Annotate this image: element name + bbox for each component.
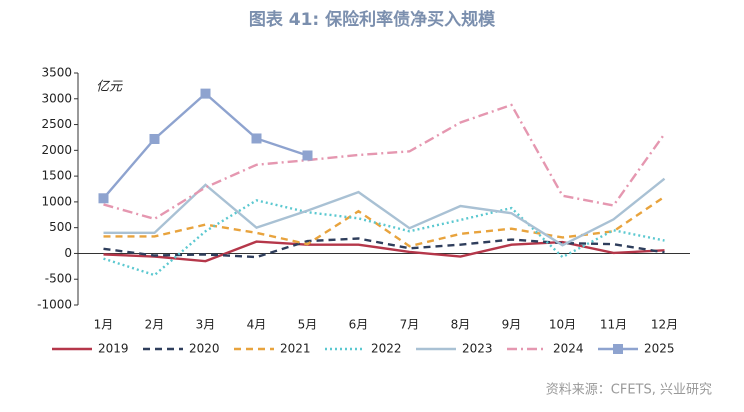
legend-label: 2025 [644,342,675,356]
x-tick-label: 6月 [349,318,369,332]
x-tick-label: 7月 [400,318,420,332]
series-line [103,195,666,248]
marker [98,193,109,204]
y-tick-label: 3000 [41,91,72,105]
legend-label: 2019 [98,342,129,356]
y-tick-label: 1500 [41,169,72,183]
legend-label: 2020 [189,342,220,356]
series-line [103,177,666,247]
marker [200,88,211,99]
y-tick-label: 0 [64,246,72,260]
x-tick-label: 9月 [502,318,522,332]
x-tick-label: 12月 [651,318,678,332]
marker [251,133,262,144]
x-tick-label: 4月 [247,318,267,332]
series-line [102,92,308,200]
marker [302,150,313,161]
legend-label: 2021 [280,342,311,356]
legend-label: 2023 [462,342,493,356]
y-tick-label: 500 [49,220,72,234]
x-tick-label: 8月 [451,318,471,332]
y-tick-label: 1000 [41,194,72,208]
legend-marker [613,344,623,354]
y-tick-label: 3500 [41,66,72,80]
series-line [103,199,665,277]
x-tick-label: 1月 [94,318,114,332]
series-line [103,103,666,221]
series-line [103,237,665,259]
x-tick-label: 3月 [196,318,216,332]
y-tick-label: 2000 [41,143,72,157]
x-tick-label: 5月 [298,318,318,332]
x-tick-label: 2月 [145,318,165,332]
legend-label: 2024 [553,342,584,356]
legend-label: 2022 [371,342,402,356]
y-tick-label: 2500 [41,117,72,131]
x-tick-label: 11月 [600,318,627,332]
unit-label: 亿元 [96,80,123,95]
y-tick-label: -1000 [37,298,72,312]
marker [149,133,160,144]
x-tick-label: 10月 [549,318,576,332]
source: 资料来源：CFETS, 兴业研究 [546,383,712,398]
y-tick-label: -500 [45,272,72,286]
chart-title: 图表 41: 保险利率债净买入规模 [249,9,496,30]
